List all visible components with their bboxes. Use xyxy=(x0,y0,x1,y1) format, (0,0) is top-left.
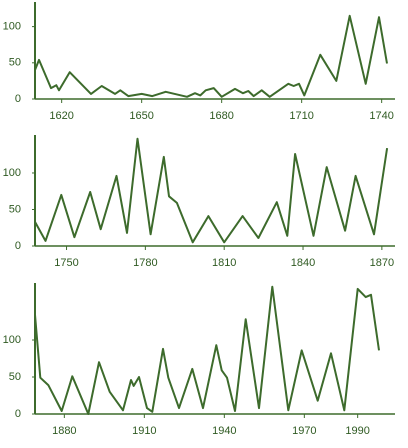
data-line xyxy=(34,137,389,244)
x-tick-label: 1940 xyxy=(212,425,236,437)
x-tick-label: 1750 xyxy=(54,257,78,269)
x-tick-label: 1810 xyxy=(212,257,236,269)
y-tick-label: 100 xyxy=(3,334,21,346)
x-tick-label: 1680 xyxy=(209,110,233,122)
y-tick-label: 0 xyxy=(15,240,21,252)
x-tick-label: 1910 xyxy=(132,425,156,437)
y-tick-label: 50 xyxy=(9,57,21,69)
x-tick-label: 1620 xyxy=(49,110,73,122)
y-tick-label: 0 xyxy=(15,408,21,420)
data-line xyxy=(34,285,380,415)
x-tick-label: 1650 xyxy=(129,110,153,122)
x-tick-label: 1840 xyxy=(291,257,315,269)
x-tick-label: 1780 xyxy=(133,257,157,269)
y-tick-label: 100 xyxy=(3,167,21,179)
y-tick-label: 50 xyxy=(9,371,21,383)
x-tick-label: 1880 xyxy=(52,425,76,437)
x-tick-label: 1710 xyxy=(289,110,313,122)
x-tick-label: 1740 xyxy=(369,110,393,122)
y-tick-label: 0 xyxy=(15,93,21,105)
x-tick-label: 1990 xyxy=(345,425,369,437)
y-tick-label: 50 xyxy=(9,203,21,215)
x-tick-label: 1870 xyxy=(370,257,394,269)
x-tick-label: 1970 xyxy=(292,425,316,437)
data-line xyxy=(34,14,388,98)
y-tick-label: 100 xyxy=(3,21,21,33)
